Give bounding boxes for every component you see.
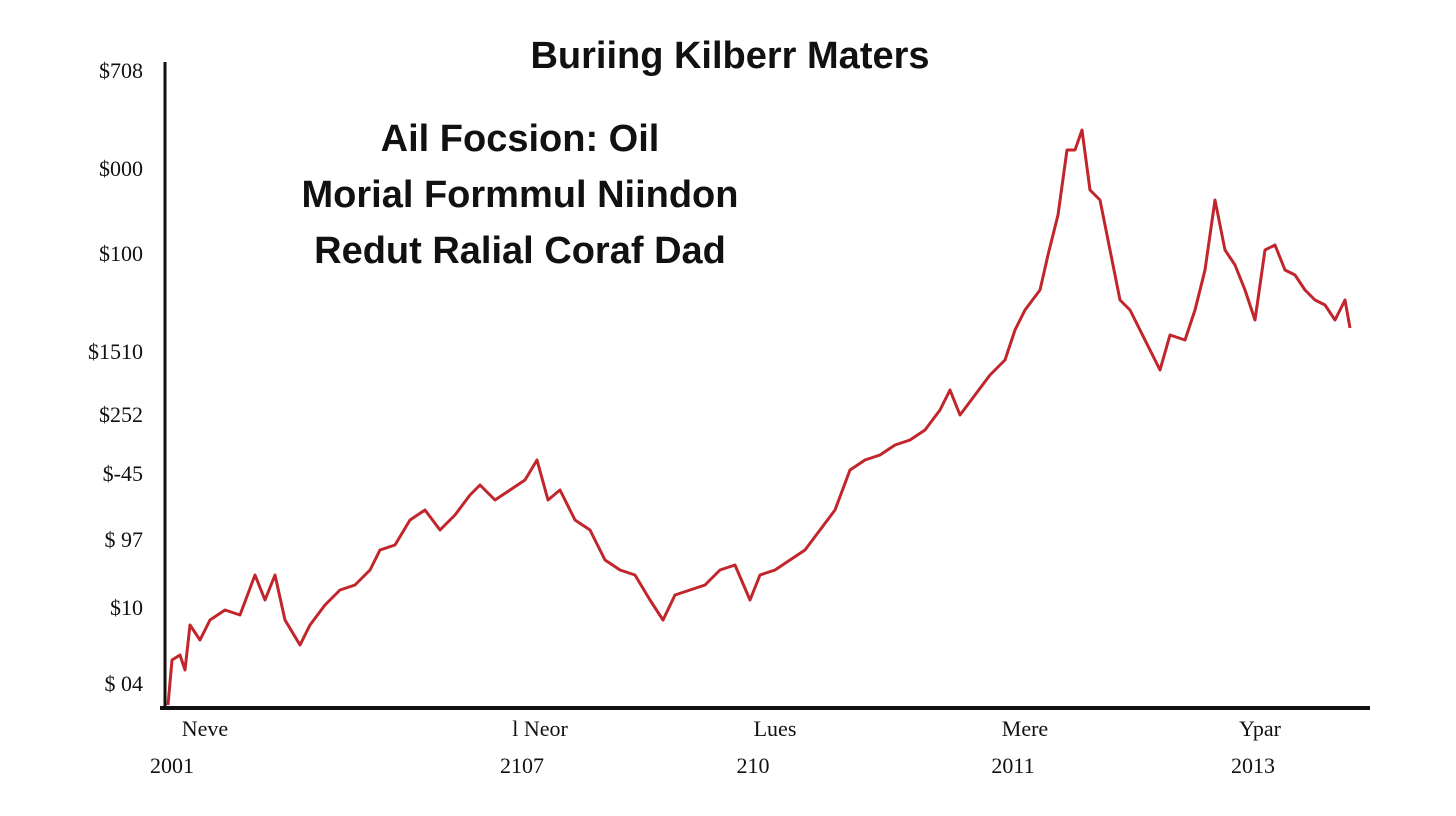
price-line	[166, 128, 1352, 706]
y-tick-label: $000	[99, 156, 143, 181]
x-tick-label: Mere	[1002, 716, 1048, 741]
x-tick-sublabel: 2013	[1231, 753, 1275, 778]
x-tick-sublabel: 2107	[500, 753, 544, 778]
x-tick-label: l Neor	[512, 716, 568, 741]
y-tick-label: $ 04	[105, 671, 144, 696]
x-tick-label: Neve	[182, 716, 228, 741]
y-tick-label: $252	[99, 402, 143, 427]
annotation: Redut Ralial Coraf Dad	[314, 230, 726, 272]
y-tick-label: $-45	[103, 461, 143, 486]
y-tick-label: $10	[110, 595, 143, 620]
x-tick-label: Lues	[754, 716, 797, 741]
x-tick-sublabel: 2001	[150, 753, 194, 778]
x-tick-label: Ypar	[1239, 716, 1282, 741]
x-tick-sublabel: 210	[737, 753, 770, 778]
y-tick-label: $ 97	[105, 527, 144, 552]
y-tick-label: $1510	[88, 339, 143, 364]
chart-title: Buriing Kilberr Maters	[530, 35, 929, 77]
y-tick-label: $100	[99, 241, 143, 266]
y-tick-label: $708	[99, 58, 143, 83]
x-tick-sublabel: 2011	[991, 753, 1034, 778]
annotation: Morial Formmul Niindon	[302, 174, 739, 216]
annotation: Ail Focsion: Oil	[381, 118, 660, 160]
